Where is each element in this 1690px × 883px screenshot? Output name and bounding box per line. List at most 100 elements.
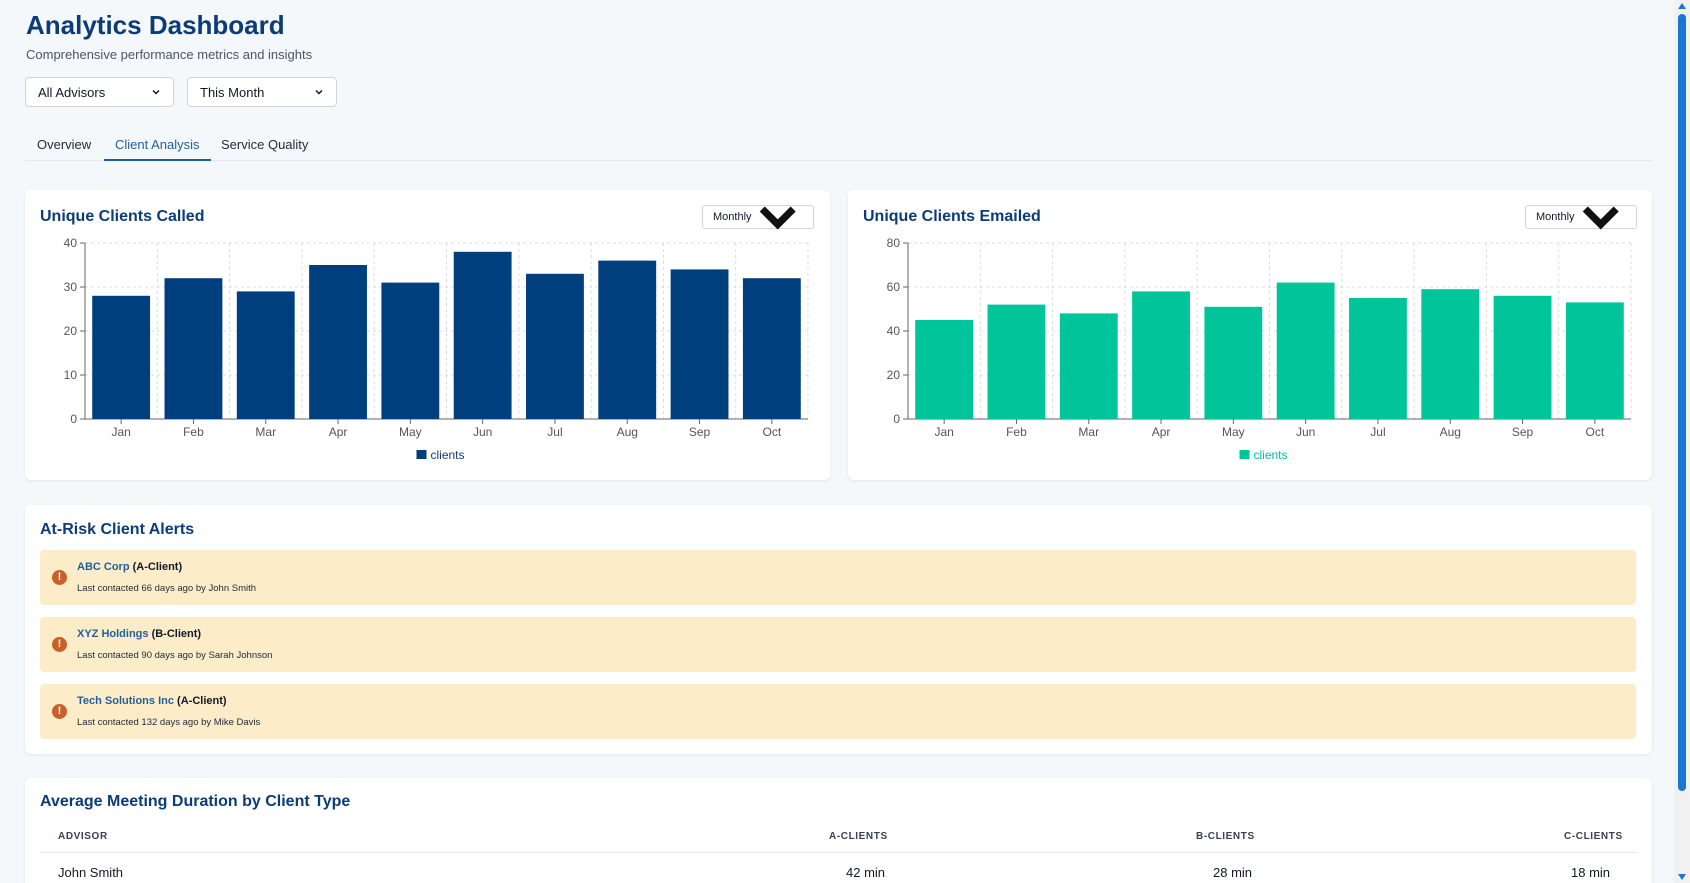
x-tick-label: Jul bbox=[547, 425, 562, 439]
scroll-up-arrow-icon[interactable] bbox=[1678, 3, 1686, 9]
x-tick-label: May bbox=[1222, 425, 1245, 439]
bar-jul[interactable] bbox=[526, 273, 584, 419]
x-tick-label: Apr bbox=[329, 425, 348, 439]
x-tick-label: Sep bbox=[689, 425, 711, 439]
y-tick-label: 10 bbox=[64, 368, 78, 382]
bar-may[interactable] bbox=[1204, 306, 1263, 419]
y-tick-label: 80 bbox=[887, 236, 901, 250]
column-header-a-clients: A-CLIENTS bbox=[829, 831, 888, 842]
table-header-divider bbox=[40, 852, 1636, 853]
advisor-select-value: All Advisors bbox=[38, 84, 106, 100]
alert-last-contacted: Last contacted 66 days ago by John Smith bbox=[77, 583, 257, 594]
x-tick-label: Jan bbox=[111, 425, 130, 439]
tab-overview[interactable]: Overview bbox=[37, 137, 92, 152]
legend-swatch bbox=[416, 450, 427, 459]
alert-client-name[interactable]: ABC Corp bbox=[77, 561, 130, 573]
bar-jul[interactable] bbox=[1349, 298, 1407, 419]
alert-client-tier: (A-Client) bbox=[177, 695, 227, 707]
table-cell-advisor: John Smith bbox=[58, 865, 124, 880]
legend-label: clients bbox=[1254, 448, 1288, 462]
column-header-c-clients: C-CLIENTS bbox=[1564, 831, 1623, 842]
bar-jun[interactable] bbox=[1276, 282, 1335, 419]
period-select[interactable]: This Month bbox=[187, 77, 337, 107]
clients-called-chart: 0 10 20 30 40 Jan Feb Mar Apr May Jun Jul Aug Sep Oct c… bbox=[64, 236, 809, 462]
exclamation-icon: ! bbox=[52, 637, 67, 652]
period-select-value: This Month bbox=[200, 84, 265, 100]
bar-feb[interactable] bbox=[164, 278, 223, 419]
x-tick-label: Oct bbox=[1586, 425, 1605, 439]
chevron-down-icon bbox=[152, 90, 160, 95]
scrollbar-thumb[interactable] bbox=[1678, 14, 1686, 791]
chevron-down-icon bbox=[1582, 206, 1619, 230]
bar-apr[interactable] bbox=[1132, 291, 1190, 419]
tab-client-analysis[interactable]: Client Analysis bbox=[104, 137, 211, 161]
x-tick-label: Jun bbox=[473, 425, 492, 439]
clients-called-interval-value: Monthly bbox=[713, 211, 752, 223]
bar-sep[interactable] bbox=[670, 269, 729, 419]
tab-bar: Overview Client Analysis Service Quality bbox=[26, 133, 1652, 161]
clients-emailed-interval-value: Monthly bbox=[1536, 211, 1575, 223]
alert-client-tier: (B-Client) bbox=[151, 628, 202, 640]
bar-jun[interactable] bbox=[453, 251, 512, 419]
x-tick-label: Jan bbox=[934, 425, 953, 439]
y-tick-label: 30 bbox=[64, 280, 78, 294]
alert-item: ! ABC Corp (A-Client) Last contacted 66 … bbox=[40, 550, 1636, 605]
bar-jan[interactable] bbox=[915, 320, 974, 419]
bar-sep[interactable] bbox=[1493, 295, 1552, 419]
at-risk-alerts-title: At-Risk Client Alerts bbox=[40, 521, 195, 538]
alert-last-contacted: Last contacted 90 days ago by Sarah John… bbox=[77, 650, 273, 661]
x-tick-label: Jul bbox=[1370, 425, 1385, 439]
y-tick-label: 0 bbox=[70, 412, 77, 426]
scroll-down-arrow-icon[interactable] bbox=[1678, 874, 1686, 880]
x-tick-label: Feb bbox=[1006, 425, 1027, 439]
advisor-select[interactable]: All Advisors bbox=[25, 77, 174, 107]
chevron-down-icon bbox=[759, 206, 796, 230]
exclamation-icon: ! bbox=[52, 570, 67, 585]
clients-emailed-interval-select[interactable]: Monthly bbox=[1525, 205, 1637, 230]
meeting-duration-title: Average Meeting Duration by Client Type bbox=[40, 793, 351, 810]
x-tick-label: Oct bbox=[763, 425, 782, 439]
alert-item: ! XYZ Holdings (B-Client) Last contacted… bbox=[40, 617, 1636, 672]
bar-apr[interactable] bbox=[309, 265, 367, 419]
table-cell-b-clients: 28 min bbox=[1213, 865, 1253, 880]
vertical-scrollbar[interactable] bbox=[1674, 0, 1690, 883]
bar-aug[interactable] bbox=[1421, 289, 1480, 419]
chevron-down-icon bbox=[315, 90, 323, 95]
clients-emailed-title: Unique Clients Emailed bbox=[863, 208, 1041, 225]
table-cell-a-clients: 42 min bbox=[846, 865, 886, 880]
y-tick-label: 0 bbox=[893, 412, 900, 426]
alert-client-tier: (A-Client) bbox=[132, 561, 183, 573]
legend-label: clients bbox=[431, 448, 465, 462]
bar-mar[interactable] bbox=[236, 291, 295, 419]
y-tick-label: 20 bbox=[887, 368, 901, 382]
x-tick-label: Feb bbox=[183, 425, 204, 439]
x-tick-label: May bbox=[399, 425, 422, 439]
alert-client-name[interactable]: Tech Solutions Inc bbox=[77, 695, 174, 707]
page-title: Analytics Dashboard bbox=[26, 10, 285, 40]
y-tick-label: 60 bbox=[887, 280, 901, 294]
x-tick-label: Sep bbox=[1512, 425, 1534, 439]
bar-oct[interactable] bbox=[1565, 302, 1624, 419]
clients-called-interval-select[interactable]: Monthly bbox=[702, 205, 814, 230]
bar-may[interactable] bbox=[381, 282, 440, 419]
x-tick-label: Apr bbox=[1152, 425, 1171, 439]
x-tick-label: Mar bbox=[255, 425, 276, 439]
x-tick-label: Mar bbox=[1078, 425, 1099, 439]
bar-feb[interactable] bbox=[987, 304, 1046, 419]
y-tick-label: 40 bbox=[64, 236, 78, 250]
tab-service-quality[interactable]: Service Quality bbox=[221, 137, 309, 152]
column-header-advisor: ADVISOR bbox=[58, 831, 108, 842]
alert-client-name[interactable]: XYZ Holdings bbox=[77, 628, 149, 640]
at-risk-alerts-card: At-Risk Client Alerts ! ABC Corp (A-Clie… bbox=[25, 505, 1652, 754]
y-tick-label: 40 bbox=[887, 324, 901, 338]
bar-mar[interactable] bbox=[1059, 313, 1118, 419]
bar-aug[interactable] bbox=[598, 260, 657, 419]
clients-called-title: Unique Clients Called bbox=[40, 208, 205, 225]
page-subtitle: Comprehensive performance metrics and in… bbox=[26, 47, 313, 62]
x-tick-label: Aug bbox=[1440, 425, 1461, 439]
bar-oct[interactable] bbox=[742, 278, 801, 419]
x-tick-label: Jun bbox=[1296, 425, 1315, 439]
alert-last-contacted: Last contacted 132 days ago by Mike Davi… bbox=[77, 717, 261, 728]
bar-jan[interactable] bbox=[92, 295, 151, 419]
